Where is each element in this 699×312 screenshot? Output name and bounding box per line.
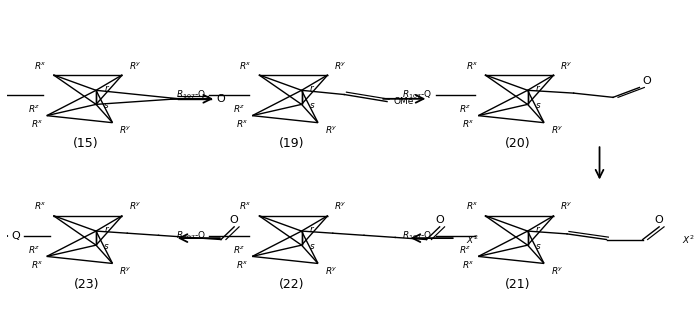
Text: Q: Q: [12, 231, 20, 241]
Text: r: r: [536, 85, 540, 93]
Text: $R^z$: $R^z$: [28, 103, 40, 114]
Text: $R^x$: $R^x$: [466, 200, 478, 211]
Text: $R^x$: $R^x$: [462, 259, 475, 270]
Text: $R^x$: $R^x$: [462, 119, 475, 129]
Text: $R^x$: $R^x$: [466, 60, 478, 71]
Text: O: O: [435, 216, 444, 226]
Text: r: r: [536, 225, 540, 234]
Text: $R^y$: $R^y$: [551, 124, 563, 135]
Text: (19): (19): [279, 137, 305, 150]
Text: s: s: [104, 242, 109, 251]
Text: $R^y$: $R^y$: [324, 124, 338, 135]
Text: $R^z$: $R^z$: [233, 103, 245, 114]
Text: $R^x$: $R^x$: [240, 200, 252, 211]
Text: s: s: [536, 101, 540, 110]
Text: (22): (22): [279, 278, 305, 290]
Text: $R^y$: $R^y$: [324, 265, 338, 276]
Text: (20): (20): [505, 137, 531, 150]
Text: $R^y$: $R^y$: [334, 200, 347, 211]
Text: $R_{107}$-Q: $R_{107}$-Q: [176, 230, 206, 242]
Text: $R^z$: $R^z$: [459, 103, 472, 114]
Text: O: O: [655, 215, 663, 225]
Text: (15): (15): [73, 137, 99, 150]
Text: OMe: OMe: [394, 97, 414, 106]
Text: $R^y$: $R^y$: [119, 124, 132, 135]
Text: $R^z$: $R^z$: [459, 244, 472, 255]
Text: $R^y$: $R^y$: [129, 200, 142, 211]
Text: r: r: [104, 85, 108, 93]
Text: $R_{107}$-Q: $R_{107}$-Q: [402, 89, 432, 101]
Text: $X^2$: $X^2$: [466, 233, 479, 246]
Text: $R^x$: $R^x$: [34, 200, 47, 211]
Text: $R^y$: $R^y$: [561, 200, 573, 211]
Text: $R^z$: $R^z$: [233, 244, 245, 255]
Text: $R^z$: $R^z$: [28, 244, 40, 255]
Text: $R^x$: $R^x$: [236, 259, 249, 270]
Text: s: s: [310, 242, 315, 251]
Text: $X^2$: $X^2$: [682, 233, 695, 246]
Text: $R^y$: $R^y$: [129, 60, 142, 71]
Text: $R^y$: $R^y$: [561, 60, 573, 71]
Text: O: O: [642, 76, 651, 86]
Text: s: s: [310, 101, 315, 110]
Text: O: O: [230, 216, 238, 226]
Text: $R^x$: $R^x$: [240, 60, 252, 71]
Text: O: O: [216, 94, 225, 104]
Text: r: r: [104, 225, 108, 234]
Text: $R^y$: $R^y$: [334, 60, 347, 71]
Text: s: s: [536, 242, 540, 251]
Text: $R^x$: $R^x$: [34, 60, 47, 71]
Text: $R_{107}$-Q: $R_{107}$-Q: [402, 230, 432, 242]
Text: $R_{107}$-Q: $R_{107}$-Q: [176, 89, 206, 101]
Text: (21): (21): [505, 278, 531, 290]
Text: $R^x$: $R^x$: [31, 119, 43, 129]
Text: s: s: [104, 101, 109, 110]
Text: r: r: [310, 225, 314, 234]
Text: $R^y$: $R^y$: [551, 265, 563, 276]
Text: $R^y$: $R^y$: [119, 265, 132, 276]
Text: r: r: [310, 85, 314, 93]
Text: (23): (23): [73, 278, 99, 290]
Text: $R^x$: $R^x$: [236, 119, 249, 129]
Text: $R^x$: $R^x$: [31, 259, 43, 270]
